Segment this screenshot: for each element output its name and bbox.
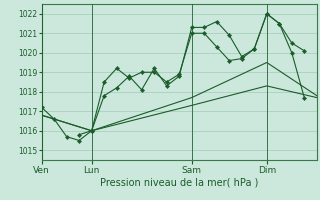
X-axis label: Pression niveau de la mer( hPa ): Pression niveau de la mer( hPa )	[100, 177, 258, 187]
